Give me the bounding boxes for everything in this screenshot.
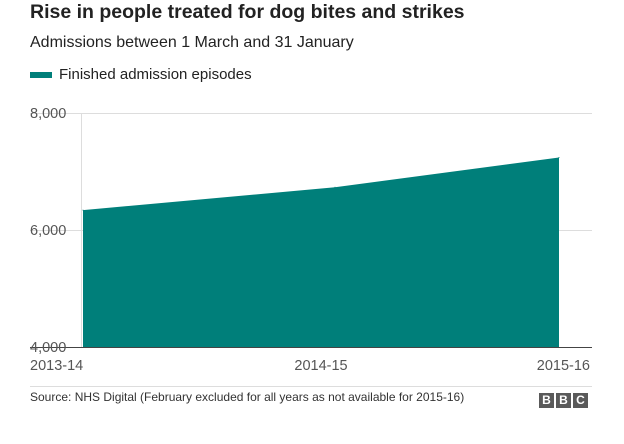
data-point (82, 209, 84, 211)
legend: Finished admission episodes (30, 66, 252, 83)
y-tick-label: 6,000 (30, 223, 66, 239)
x-tick-label: 2013-14 (30, 358, 83, 374)
source-note: Source: NHS Digital (February excluded f… (30, 390, 465, 404)
y-tick-label: 8,000 (30, 106, 66, 122)
chart-subtitle: Admissions between 1 March and 31 Januar… (30, 34, 354, 51)
bbc-logo-letter: C (573, 393, 588, 408)
data-point (558, 156, 560, 158)
x-tick-label: 2014-15 (294, 358, 347, 374)
bbc-logo-letter: B (556, 393, 571, 408)
legend-label: Finished admission episodes (59, 66, 252, 83)
area-series-finished-admission-episodes (83, 157, 559, 347)
footer-divider (30, 386, 592, 387)
x-tick-label: 2015-16 (537, 358, 590, 374)
bbc-logo-letter: B (539, 393, 554, 408)
chart-title: Rise in people treated for dog bites and… (30, 1, 465, 23)
y-tick-label: 4,000 (30, 340, 66, 356)
area-chart: 4,000 6,000 8,000 2013-14 2014-15 2015-16 (30, 106, 592, 374)
legend-swatch (30, 71, 52, 78)
bbc-logo: B B C (539, 393, 588, 408)
data-point (334, 186, 336, 188)
